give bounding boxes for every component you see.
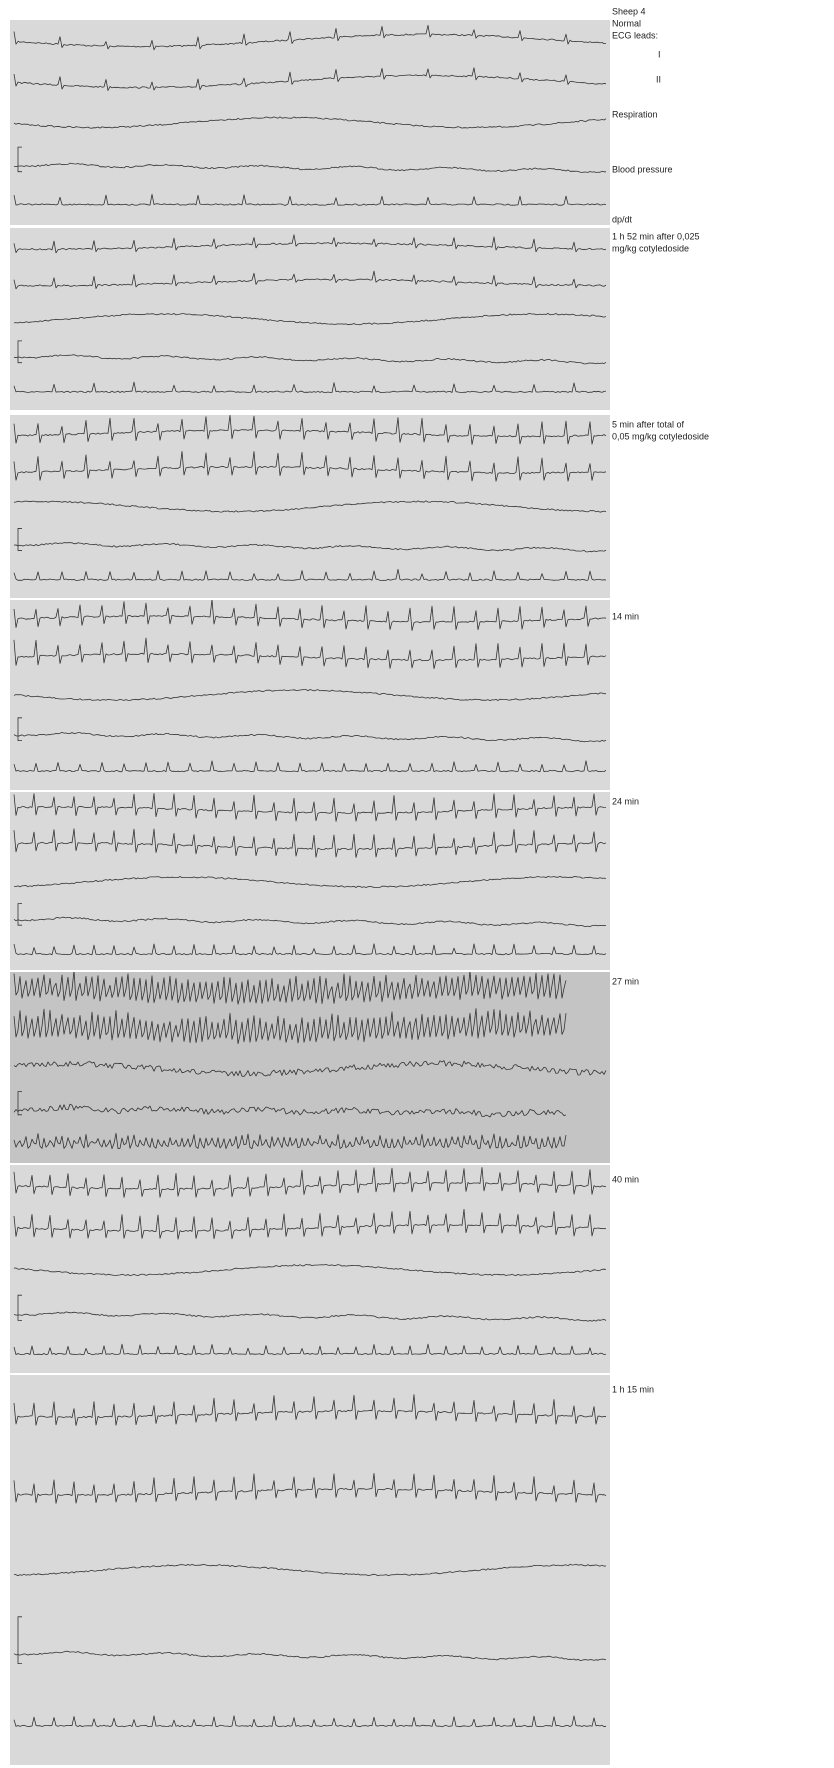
channel-label: Respiration [612, 109, 658, 119]
leads-label: ECG leads: [612, 30, 658, 40]
panel-label: 27 min [612, 976, 639, 986]
labels: Sheep 4 Normal ECG leads: I II Respirati… [612, 6, 709, 1394]
page: {"header": {"subject": "Sheep 4", "condi… [0, 0, 834, 1768]
lead-label: I [658, 49, 661, 59]
panel-label: mg/kg cotyledoside [612, 243, 689, 253]
panel-label: 5 min after total of [612, 419, 685, 429]
condition-label: Normal [612, 18, 641, 28]
recording-panels [10, 20, 610, 1765]
lead-label: II [656, 74, 661, 84]
subject-label: Sheep 4 [612, 6, 646, 16]
panel [10, 20, 610, 225]
panel-label: 24 min [612, 796, 639, 806]
panel-label: 0,05 mg/kg cotyledoside [612, 431, 709, 441]
panel [10, 792, 610, 972]
panel-label: 14 min [612, 611, 639, 621]
channel-label: Blood pressure [612, 164, 673, 174]
panel [10, 1375, 610, 1765]
panel [10, 600, 610, 790]
panel [10, 1165, 610, 1375]
figure: Sheep 4 Normal ECG leads: I II Respirati… [0, 0, 834, 1768]
panel-label: 1 h 52 min after 0,025 [612, 231, 700, 241]
panel [10, 228, 610, 410]
channel-label: dp/dt [612, 214, 633, 224]
panel-label: 40 min [612, 1174, 639, 1184]
panel-label: 1 h 15 min [612, 1384, 654, 1394]
